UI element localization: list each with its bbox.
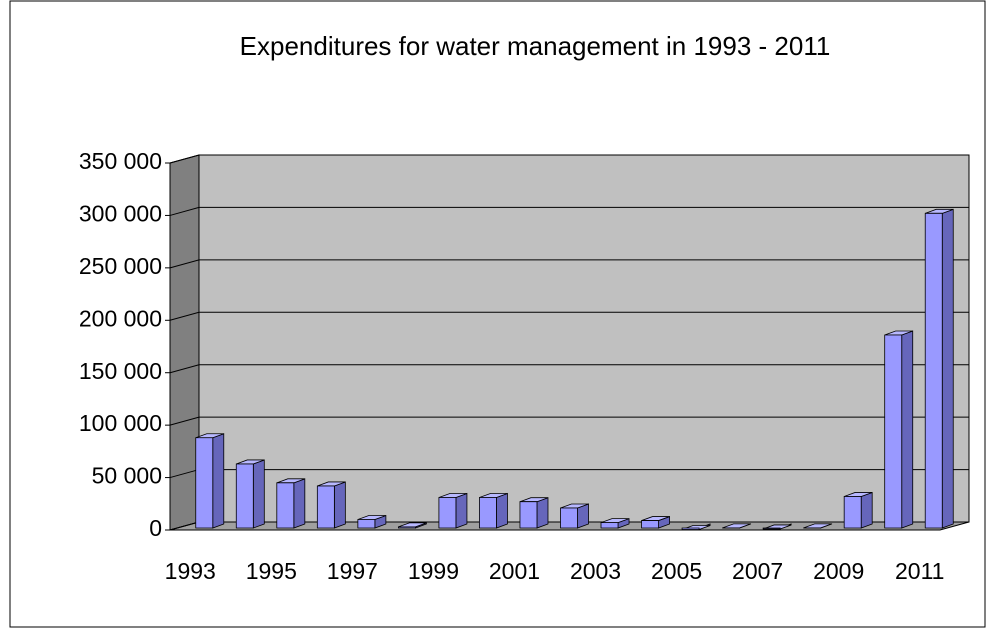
bar-side xyxy=(212,433,225,529)
bar xyxy=(479,492,508,529)
x-tick-label: 1993 xyxy=(165,558,216,584)
x-tick-label: 2003 xyxy=(570,558,621,584)
bar-front xyxy=(519,501,538,529)
bar-front xyxy=(560,507,578,529)
chart-title: Expenditures for water management in 199… xyxy=(240,31,831,61)
grid-line xyxy=(169,311,969,321)
bar-front xyxy=(762,527,781,530)
bar-front xyxy=(843,496,862,529)
bar xyxy=(762,523,792,530)
bar xyxy=(438,492,468,529)
bar-front xyxy=(681,527,700,530)
back-wall xyxy=(198,154,970,523)
grid-line xyxy=(169,206,969,216)
bar xyxy=(884,330,914,529)
y-tick-label: 50 000 xyxy=(92,463,162,489)
bar xyxy=(357,514,387,529)
bar-front xyxy=(235,463,254,529)
x-tick-label: 2001 xyxy=(489,558,540,584)
y-tick-label: 100 000 xyxy=(79,410,162,436)
bar-side xyxy=(333,481,346,529)
grid-line xyxy=(169,154,969,164)
bar xyxy=(235,459,265,529)
bar xyxy=(681,523,711,531)
x-tick-label: 2011 xyxy=(895,558,944,584)
bar-front xyxy=(479,497,497,529)
x-tick-label: 1995 xyxy=(246,558,297,584)
y-tick-label: 350 000 xyxy=(79,148,162,174)
bar xyxy=(600,518,630,529)
bar xyxy=(641,515,670,529)
bar-side xyxy=(860,491,873,529)
bar-side xyxy=(496,492,508,529)
bar-side xyxy=(941,208,954,529)
bar-front xyxy=(276,482,295,529)
bar-side xyxy=(252,459,265,529)
bar-front xyxy=(438,497,457,529)
bar-side xyxy=(536,497,549,529)
x-tick-label: 1999 xyxy=(408,558,459,584)
bar xyxy=(843,491,873,529)
y-tick-label: 250 000 xyxy=(79,253,162,279)
bar xyxy=(397,522,427,529)
bar xyxy=(276,478,306,529)
bar xyxy=(316,481,346,529)
bar xyxy=(722,523,752,529)
bar-front xyxy=(600,522,619,529)
x-tick-label: 1997 xyxy=(327,558,378,584)
grid-line xyxy=(169,364,969,374)
bar-side xyxy=(293,478,306,529)
bar-side xyxy=(455,492,468,529)
bar xyxy=(195,433,225,529)
bar-front xyxy=(195,437,214,529)
bar-front xyxy=(641,520,659,529)
grid-line xyxy=(169,416,969,426)
x-tick-label: 2005 xyxy=(651,558,702,584)
bar xyxy=(519,497,549,529)
bar xyxy=(924,208,954,529)
x-tick-label: 2009 xyxy=(813,558,864,584)
bar xyxy=(803,523,833,529)
bar-front xyxy=(924,212,943,529)
bar-side xyxy=(901,330,914,529)
grid-line xyxy=(169,259,969,269)
bar-front xyxy=(884,334,903,529)
y-tick-label: 0 xyxy=(149,515,162,541)
y-tick-label: 300 000 xyxy=(79,201,162,227)
bar-front xyxy=(397,526,416,529)
bar xyxy=(560,503,589,529)
bar-front xyxy=(316,485,335,529)
y-tick-label: 200 000 xyxy=(79,305,162,331)
x-tick-label: 2007 xyxy=(732,558,783,584)
y-tick-label: 150 000 xyxy=(79,358,162,384)
bar-front xyxy=(357,519,376,529)
